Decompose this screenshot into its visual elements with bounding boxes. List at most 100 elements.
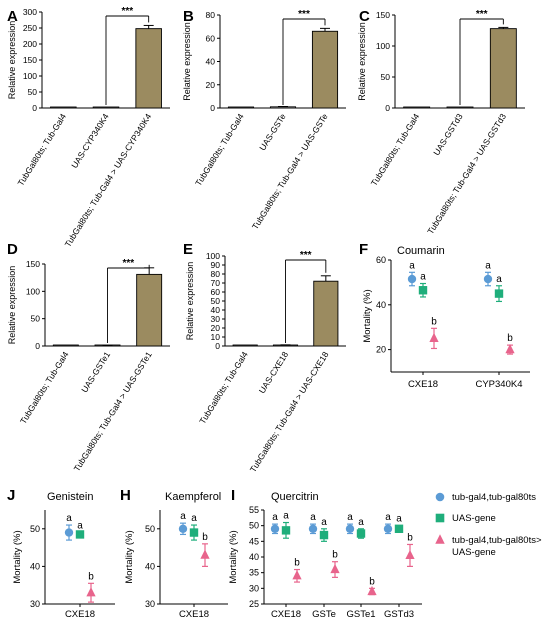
x-tick-label: TubGal80ts; Tub-Gal4 > UAS-GSTd3: [425, 112, 508, 236]
bar: [135, 28, 162, 109]
y-axis-label: Mortality (%): [124, 530, 135, 583]
y-tick-label: 150: [376, 10, 390, 20]
y-tick-label: 40: [249, 552, 259, 562]
data-point: [505, 343, 515, 354]
significance-letter: a: [496, 274, 502, 285]
data-point: [418, 286, 428, 295]
significance-letter: a: [420, 272, 426, 283]
data-point: [281, 526, 291, 535]
data-point: [367, 585, 377, 596]
data-point: [494, 289, 504, 298]
y-tick-label: 50: [145, 524, 155, 534]
bar: [269, 106, 297, 109]
y-tick-label: 250: [23, 23, 37, 33]
bar: [50, 106, 77, 109]
bar: [489, 28, 517, 109]
significance-letter: a: [396, 514, 402, 525]
y-tick-label: 80: [206, 10, 216, 20]
y-tick-label: 20: [376, 345, 386, 355]
significance-letter: b: [294, 558, 300, 569]
bar: [403, 106, 431, 109]
y-axis-label: Relative expression: [7, 21, 17, 100]
panel-i-chart: 25 30 35 40 45 50 55 Mortality (%) CXE18 GSTe GSTe…: [228, 505, 422, 620]
y-axis-label: Relative expression: [182, 22, 192, 101]
significance-letter: b: [369, 576, 375, 587]
data-point: [319, 530, 329, 540]
x-tick-label: TubGal80ts; Tub-Gal4 > UAS-GSTe1: [72, 350, 154, 474]
significance-label: ***: [298, 9, 310, 20]
panel-letter-b: B: [183, 8, 194, 25]
bar: [227, 106, 255, 109]
legend-label: UAS-gene: [452, 513, 496, 524]
data-point: [394, 524, 404, 533]
y-tick-label: 70: [211, 278, 221, 288]
panel-c-chart: 0 50 100 150 Relative expression *** TubGal80t…: [357, 9, 525, 236]
y-tick-label: 30: [145, 599, 155, 609]
x-tick-label: TubGal80ts; Tub-Gal4 > UAS-CXE18: [248, 350, 331, 474]
panel-letter-j: J: [7, 487, 15, 504]
data-point: [189, 528, 199, 537]
y-tick-label: 60: [376, 255, 386, 265]
significance-letter: b: [88, 571, 94, 582]
panel-letter-h: H: [120, 487, 131, 504]
x-tick-label: GSTe1: [346, 609, 375, 620]
significance-letter: a: [485, 260, 491, 271]
y-tick-label: 60: [211, 287, 221, 297]
legend: tub-gal4,tub-gal80tsUAS-genetub-gal4,tub…: [435, 492, 542, 558]
legend-label: tub-gal4,tub-gal80ts>: [452, 535, 542, 546]
panel-a-chart: 0 50 100 150 200 250 300 Relative expression ***…: [7, 6, 170, 249]
data-point: [345, 524, 355, 533]
panel-f-title: Coumarin: [397, 245, 445, 257]
y-axis-label: Relative expression: [357, 22, 367, 101]
x-tick-label: GSTd3: [384, 609, 414, 620]
y-tick-label: 50: [28, 87, 38, 97]
y-tick-label: 150: [26, 259, 40, 269]
data-point: [383, 524, 393, 533]
x-tick-label: TubGal80ts; Tub-Gal4: [193, 112, 246, 188]
data-point: [435, 534, 445, 544]
y-tick-label: 0: [32, 103, 37, 113]
data-point: [75, 530, 85, 539]
significance-letter: a: [358, 517, 364, 528]
bar: [446, 106, 474, 109]
x-tick-label: UAS-CYP340K4: [69, 112, 111, 170]
panel-letter-a: A: [7, 8, 18, 25]
y-tick-label: 50: [30, 524, 40, 534]
data-point: [200, 549, 210, 559]
y-tick-label: 60: [206, 33, 216, 43]
x-tick-label: CXE18: [271, 609, 301, 620]
significance-letter: a: [191, 513, 197, 524]
panel-j-chart: 30 40 50 Mortality (%) CXE18 aa b: [12, 510, 115, 620]
y-tick-label: 20: [206, 80, 216, 90]
y-tick-label: 40: [145, 561, 155, 571]
y-tick-label: 0: [210, 103, 215, 113]
data-point: [308, 524, 318, 533]
significance-letter: b: [507, 333, 513, 344]
significance-letter: b: [407, 532, 413, 543]
significance-letter: a: [385, 512, 391, 523]
significance-letter: a: [272, 512, 278, 523]
y-tick-label: 50: [249, 521, 259, 531]
bar: [92, 106, 120, 109]
data-point: [483, 274, 493, 284]
significance-letter: b: [431, 316, 437, 327]
y-tick-label: 50: [211, 296, 221, 306]
legend-label: UAS-gene: [452, 547, 496, 558]
data-point: [435, 513, 445, 523]
panel-letter-f: F: [359, 241, 368, 258]
x-tick-label: TubGal80ts; Tub-Gal4 > UAS-CYP340K4: [63, 112, 154, 249]
y-tick-label: 40: [211, 305, 221, 315]
y-tick-label: 10: [211, 332, 221, 342]
legend-label: tub-gal4,tub-gal80ts: [452, 492, 536, 503]
y-tick-label: 40: [206, 57, 216, 67]
significance-letter: a: [310, 512, 316, 523]
data-point: [356, 529, 366, 538]
y-tick-label: 200: [23, 39, 37, 49]
y-tick-label: 40: [30, 561, 40, 571]
y-tick-label: 0: [35, 341, 40, 351]
bar: [52, 344, 79, 347]
y-axis-label: Relative expression: [7, 266, 17, 345]
